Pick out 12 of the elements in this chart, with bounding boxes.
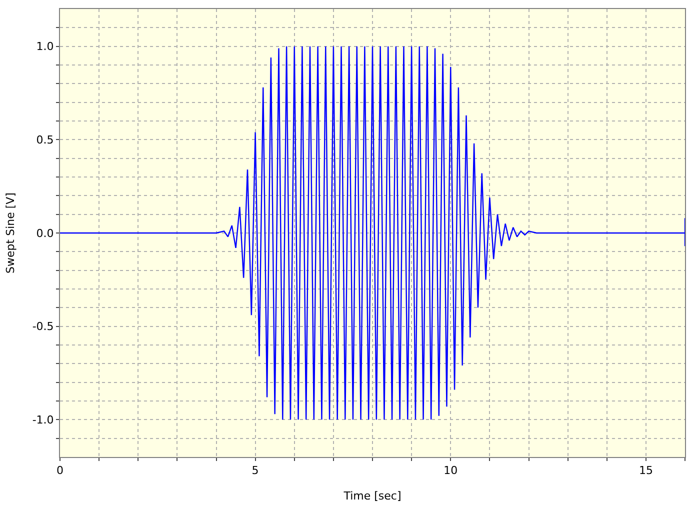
x-axis-title: Time [sec] [342,489,402,502]
y-tick-label: 0.0 [36,226,54,240]
y-axis-title: Swept Sine [V] [4,192,17,274]
x-tick-label: 10 [444,464,458,478]
y-tick-label: 1.0 [36,40,54,54]
y-tick-label: 0.5 [36,134,54,147]
line-series [60,46,685,420]
x-tick-label: 0 [56,464,64,478]
x-tick-label: 5 [252,464,259,478]
y-tick-label: -1.0 [32,414,54,427]
y-tick-label: -0.5 [32,320,54,334]
x-tick-label: 15 [638,464,653,478]
